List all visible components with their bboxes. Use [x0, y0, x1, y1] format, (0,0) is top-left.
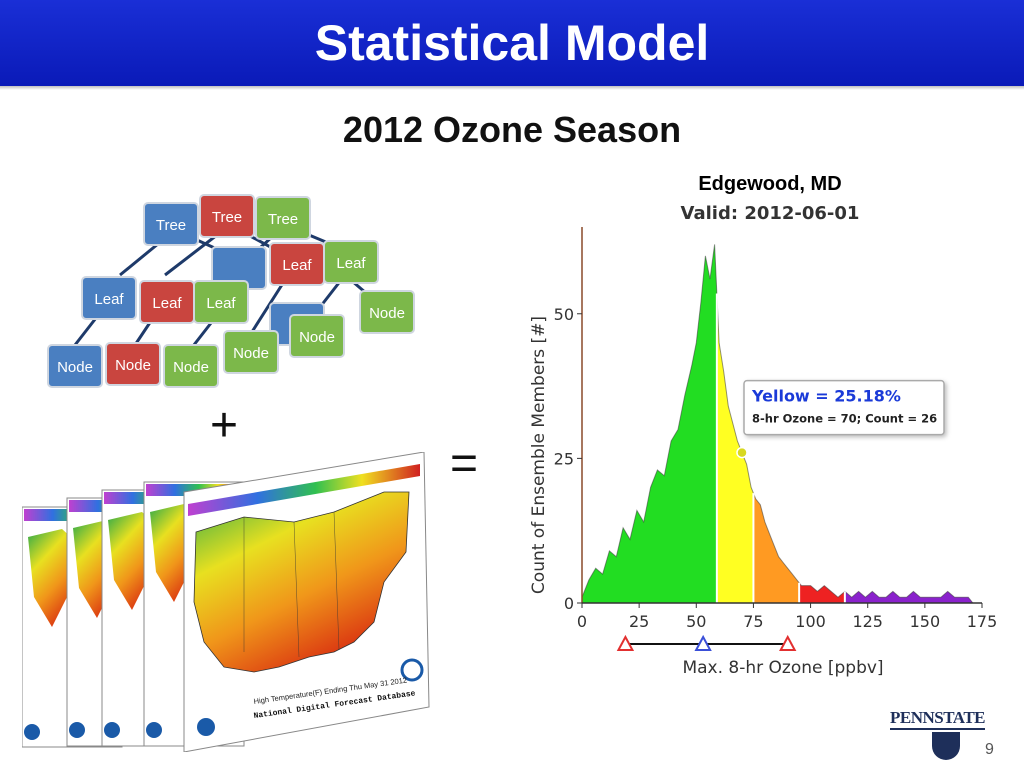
chart-title: Edgewood, MD	[698, 173, 841, 195]
tree-label: Tree	[212, 209, 242, 226]
tree-label: Tree	[268, 211, 298, 228]
node-box: Node	[289, 314, 345, 358]
node-box: Node	[359, 290, 415, 334]
x-tick-label: 50	[686, 612, 706, 631]
x-axis-label: Max. 8-hr Ozone [ppbv]	[682, 658, 883, 678]
tree-box: Tree	[255, 196, 311, 240]
tooltip-title: Yellow = 25.18%	[751, 387, 901, 406]
zone-yellow	[716, 293, 754, 603]
range-marker	[694, 634, 712, 651]
slide-subtitle: 2012 Ozone Season	[342, 109, 682, 150]
zone-orange	[753, 493, 800, 603]
node-label: Node	[233, 345, 269, 362]
x-tick-label: 100	[795, 612, 826, 631]
node-box: Node	[47, 344, 103, 388]
map-sheet-front: High Temperature(F) Ending Thu May 31 20…	[183, 452, 430, 752]
plus-sign: +	[210, 399, 239, 452]
pennstate-logo: PENNSTATE	[890, 708, 986, 760]
range-markers	[616, 634, 797, 651]
node-label: Node	[115, 357, 151, 374]
tree-box: Tree	[143, 202, 199, 246]
page-number: 9	[985, 741, 994, 758]
leaf-label: Leaf	[94, 291, 124, 308]
x-tick-label: 125	[852, 612, 883, 631]
node-label: Node	[299, 329, 335, 346]
leaf-box: Leaf	[139, 280, 195, 324]
tree-box: Tree	[199, 194, 255, 238]
zone-red	[799, 582, 845, 603]
logo-wordmark: PENNSTATE	[890, 708, 986, 727]
node-label: Node	[173, 359, 209, 376]
y-tick-label: 25	[554, 449, 574, 468]
tree-label: Tree	[156, 217, 186, 234]
leaf-box: Leaf	[323, 240, 379, 284]
shield-icon	[932, 732, 960, 760]
zone-green	[582, 244, 717, 603]
zone-purple	[844, 591, 973, 603]
leaf-label: Leaf	[206, 295, 236, 312]
x-tick-label: 150	[910, 612, 941, 631]
range-marker	[779, 634, 797, 651]
decision-tree-diagram: Tree Tree Tree Leaf Leaf Leaf Leaf Leaf …	[47, 194, 415, 388]
y-axis-label: Count of Ensemble Members [#]	[529, 316, 549, 594]
x-tick-label: 25	[629, 612, 649, 631]
node-label: Node	[57, 359, 93, 376]
node-box: Node	[223, 330, 279, 374]
logo-rule	[890, 728, 985, 730]
x-tick-label: 175	[967, 612, 998, 631]
node-box: Node	[105, 342, 161, 386]
slide-title: Statistical Model	[314, 15, 710, 71]
forecast-map-stack: High Temperature(F) Ending Thu May 31 20…	[22, 452, 430, 752]
histogram-zones	[581, 244, 974, 604]
node-box: Node	[163, 344, 219, 388]
leaf-box: Leaf	[81, 276, 137, 320]
tooltip-point	[736, 446, 748, 459]
x-tick-label: 0	[577, 612, 587, 631]
tooltip-box	[743, 379, 945, 436]
range-marker	[616, 634, 635, 651]
histogram-outline	[581, 244, 974, 604]
title-bar	[0, 0, 1024, 90]
leaf-box: Leaf	[193, 280, 249, 324]
leaf-label: Leaf	[336, 255, 366, 272]
tooltip: Yellow = 25.18% 8-hr Ozone = 70; Count =…	[736, 379, 945, 459]
tooltip-detail: 8-hr Ozone = 70; Count = 26	[752, 412, 937, 426]
x-tick-label: 75	[743, 612, 763, 631]
chart-axes: 0 25 50 75 100 125 150 175 0 25 50	[554, 227, 998, 631]
leaf-label: Leaf	[152, 295, 182, 312]
leaf-box: Leaf	[269, 242, 325, 286]
y-tick-label: 50	[554, 305, 574, 324]
chart-subtitle: Valid: 2012-06-01	[681, 203, 860, 224]
y-tick-label: 0	[564, 594, 574, 613]
equals-sign: =	[450, 437, 479, 490]
leaf-label: Leaf	[282, 257, 312, 274]
ozone-histogram-chart: Edgewood, MD Valid: 2012-06-01 0 25 50 75 10…	[529, 173, 998, 678]
node-label: Node	[369, 305, 405, 322]
